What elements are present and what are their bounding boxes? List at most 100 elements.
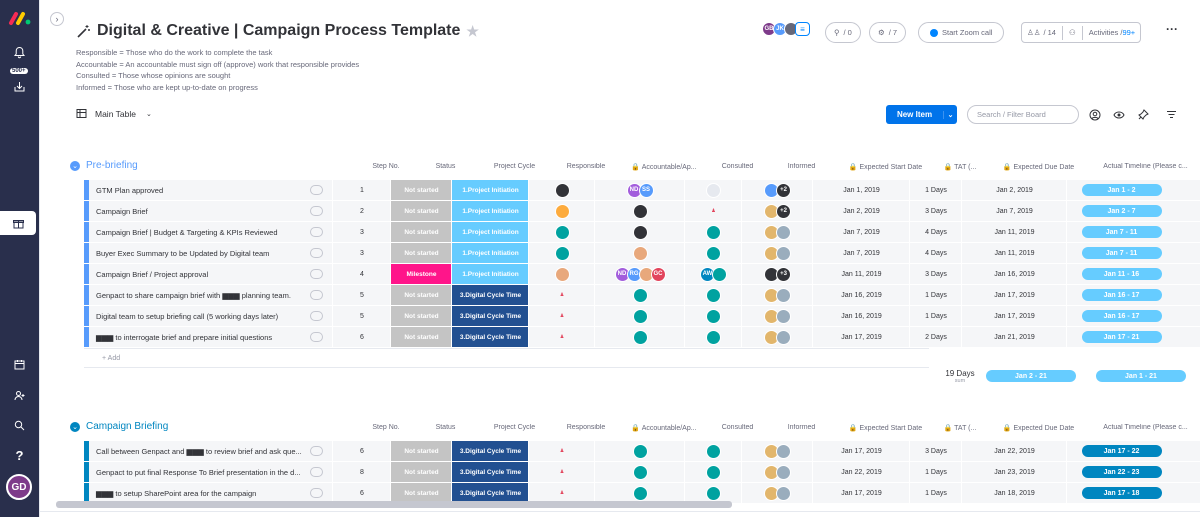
zoom-call-button[interactable]: Start Zoom call: [918, 22, 1005, 43]
cell-cons[interactable]: [685, 462, 742, 482]
cell-status[interactable]: Not started: [391, 201, 452, 221]
cell-resp[interactable]: ♟︎: [529, 327, 595, 347]
table-row[interactable]: Buyer Exec Summary to be Updated by Digi…: [84, 243, 1200, 263]
cell-acc[interactable]: ND RG GC: [595, 264, 685, 284]
cell-cycle[interactable]: 3.Digital Cycle Time: [452, 285, 529, 305]
cell-resp[interactable]: ♟︎: [529, 285, 595, 305]
column-header[interactable]: 🔒 TAT (...: [943, 164, 977, 171]
person-filter-icon[interactable]: [1086, 105, 1104, 124]
cell-resp[interactable]: ♟︎: [529, 462, 595, 482]
invite-icon[interactable]: [0, 383, 39, 407]
cell-actual[interactable]: Jan 17 - 18: [1067, 483, 1176, 503]
timeline-pill[interactable]: Jan 17 - 21: [1081, 331, 1162, 343]
monday-logo[interactable]: [8, 10, 32, 26]
item-name[interactable]: Campaign Brief / Project approval: [89, 264, 329, 284]
expand-sidebar-button[interactable]: ›: [50, 12, 64, 26]
calendar-icon[interactable]: [0, 352, 39, 376]
timeline-pill[interactable]: Jan 17 - 18: [1081, 487, 1162, 499]
cell-actual[interactable]: Jan 16 - 17: [1067, 285, 1176, 305]
column-header[interactable]: Status: [435, 424, 456, 431]
view-dropdown-chevron-icon[interactable]: ⌄: [145, 110, 152, 118]
group-title-text[interactable]: Pre-briefing: [86, 160, 138, 171]
cell-actual[interactable]: Jan 11 - 16: [1067, 264, 1176, 284]
table-row[interactable]: Genpact to share campaign brief with ▆▆▆…: [84, 285, 1200, 305]
table-row[interactable]: Campaign Brief 2 Not started 1.Project Init…: [84, 201, 1200, 221]
cell-status[interactable]: Not started: [391, 327, 452, 347]
column-header[interactable]: 🔒 TAT (...: [943, 425, 977, 432]
timeline-pill[interactable]: Jan 11 - 16: [1081, 268, 1162, 280]
column-header[interactable]: 🔒 Expected Due Date: [1002, 425, 1075, 432]
view-main-table[interactable]: Main Table: [95, 108, 136, 119]
group-title-text[interactable]: Campaign Briefing: [86, 421, 169, 432]
timeline-pill[interactable]: Jan 7 - 11: [1081, 247, 1162, 259]
column-header[interactable]: Project Cycle: [493, 163, 536, 170]
cell-actual[interactable]: Jan 1 - 2: [1067, 180, 1176, 200]
conversation-icon[interactable]: [310, 206, 323, 216]
cell-status[interactable]: Not started: [391, 306, 452, 326]
cell-actual[interactable]: Jan 7 - 11: [1067, 222, 1176, 242]
column-header[interactable]: Status: [435, 163, 456, 170]
activities-button[interactable]: Activities /99+: [1089, 28, 1136, 37]
cell-cycle[interactable]: 3.Digital Cycle Time: [452, 306, 529, 326]
cell-resp[interactable]: [529, 264, 595, 284]
pin-icon[interactable]: [1134, 105, 1152, 124]
cell-cons[interactable]: AW: [685, 264, 742, 284]
column-header[interactable]: 🔒 Expected Due Date: [1002, 164, 1075, 171]
cell-resp[interactable]: [529, 243, 595, 263]
cell-cons[interactable]: [685, 243, 742, 263]
cell-acc[interactable]: [595, 243, 685, 263]
timeline-pill[interactable]: Jan 16 - 17: [1081, 289, 1162, 301]
conversation-icon[interactable]: [310, 269, 323, 279]
user-avatar[interactable]: GD: [6, 474, 32, 500]
integrations-button[interactable]: ⚲/ 0: [825, 22, 861, 43]
search-icon[interactable]: [0, 413, 39, 437]
cell-resp[interactable]: [529, 180, 595, 200]
table-row[interactable]: Genpact to put final Response To Brief p…: [84, 462, 1200, 482]
conversation-icon[interactable]: [310, 467, 323, 477]
timeline-pill[interactable]: Jan 17 - 22: [1081, 445, 1162, 457]
table-row[interactable]: GTM Plan approved 1 Not started 1.Project I…: [84, 180, 1200, 200]
cell-cons[interactable]: ♟︎: [685, 201, 742, 221]
cell-cycle[interactable]: 3.Digital Cycle Time: [452, 462, 529, 482]
column-header[interactable]: Step No.: [372, 424, 400, 431]
cell-inf[interactable]: [742, 285, 813, 305]
cell-status[interactable]: Not started: [391, 462, 452, 482]
timeline-pill[interactable]: Jan 7 - 11: [1081, 226, 1162, 238]
cell-cycle[interactable]: 1.Project Initiation: [452, 201, 529, 221]
cell-cycle[interactable]: 3.Digital Cycle Time: [452, 327, 529, 347]
cell-status[interactable]: Not started: [391, 180, 452, 200]
cell-cons[interactable]: [685, 441, 742, 461]
table-row[interactable]: ▆▆▆ to setup SharePoint area for the cam…: [84, 483, 1200, 503]
cell-inf[interactable]: [742, 441, 813, 461]
item-name[interactable]: Call between Genpact and ▆▆▆ to review b…: [89, 441, 329, 461]
column-header[interactable]: Actual Timeline (Please c...: [1103, 163, 1188, 170]
automations-button[interactable]: ⚙/ 7: [869, 22, 907, 43]
cell-cycle[interactable]: 1.Project Initiation: [452, 180, 529, 200]
cell-inf[interactable]: [742, 462, 813, 482]
item-name[interactable]: GTM Plan approved: [89, 180, 329, 200]
timeline-pill[interactable]: Jan 22 - 23: [1081, 466, 1162, 478]
cell-cons[interactable]: [685, 180, 742, 200]
cell-acc[interactable]: [595, 441, 685, 461]
table-row[interactable]: ▆▆▆ to interrogate brief and prepare ini…: [84, 327, 1200, 347]
item-name[interactable]: Buyer Exec Summary to be Updated by Digi…: [89, 243, 329, 263]
cell-resp[interactable]: [529, 201, 595, 221]
gift-icon[interactable]: [0, 211, 36, 235]
cell-resp[interactable]: [529, 222, 595, 242]
cell-inf[interactable]: +2: [742, 180, 813, 200]
cell-resp[interactable]: ♟︎: [529, 306, 595, 326]
cell-acc[interactable]: [595, 306, 685, 326]
cell-cons[interactable]: [685, 222, 742, 242]
board-members[interactable]: GB JK ≡: [762, 22, 810, 36]
cell-cycle[interactable]: 1.Project Initiation: [452, 264, 529, 284]
column-header[interactable]: Step No.: [372, 163, 400, 170]
board-title[interactable]: Digital & Creative | Campaign Process Te…: [97, 22, 461, 39]
cell-status[interactable]: Milestone: [391, 264, 452, 284]
cell-status[interactable]: Not started: [391, 285, 452, 305]
cell-cons[interactable]: [685, 483, 742, 503]
item-name[interactable]: Campaign Brief | Budget & Targeting & KP…: [89, 222, 329, 242]
item-name[interactable]: Digital team to setup briefing call (5 w…: [89, 306, 329, 326]
conversation-icon[interactable]: [310, 311, 323, 321]
cell-actual[interactable]: Jan 2 - 7: [1067, 201, 1176, 221]
item-name[interactable]: ▆▆▆ to setup SharePoint area for the cam…: [89, 483, 329, 503]
